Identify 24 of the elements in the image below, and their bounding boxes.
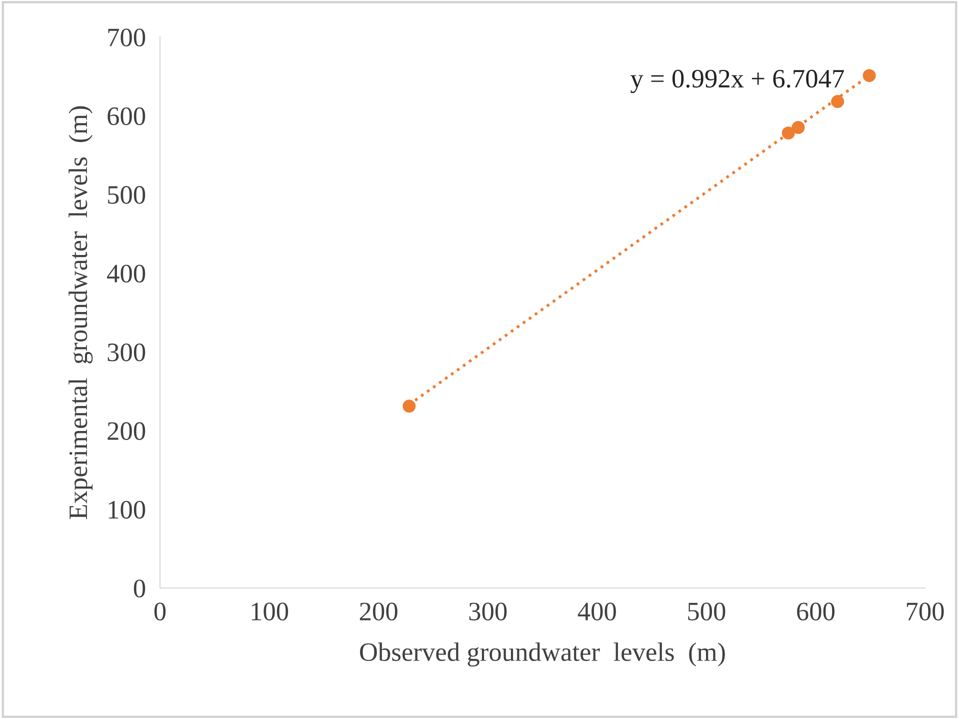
x-tick-label: 300 xyxy=(469,602,507,620)
x-tick-label: 500 xyxy=(688,602,726,620)
point xyxy=(782,126,795,140)
point xyxy=(402,400,416,413)
point xyxy=(792,121,805,134)
y-tick-label: 300 xyxy=(108,343,146,362)
y-tick-label: 100 xyxy=(108,500,146,519)
y-axis-title: Experimental groundwater levels (m) xyxy=(68,106,93,520)
x-axis-title: Observed groundwater levels (m) xyxy=(360,642,725,666)
x-tick-label: 700 xyxy=(906,602,944,620)
x-tick-label: 600 xyxy=(797,602,834,620)
y-tick-label: 400 xyxy=(107,264,146,283)
y-tick-label: 500 xyxy=(108,186,146,204)
point xyxy=(831,95,844,108)
y-tick-label: 600 xyxy=(108,107,146,126)
x-tick-label: 200 xyxy=(360,602,398,620)
y-tick-label: 0 xyxy=(134,580,146,598)
annotation: y = 0.992x + 6.7047 xyxy=(630,70,844,94)
x-tick-label: 100 xyxy=(252,602,288,620)
point xyxy=(862,69,876,82)
x-tick-label: 0 xyxy=(154,602,166,620)
x-tick-label: 400 xyxy=(578,602,616,620)
y-tick-label: 200 xyxy=(108,422,146,440)
y-tick-label: 700 xyxy=(108,28,146,46)
